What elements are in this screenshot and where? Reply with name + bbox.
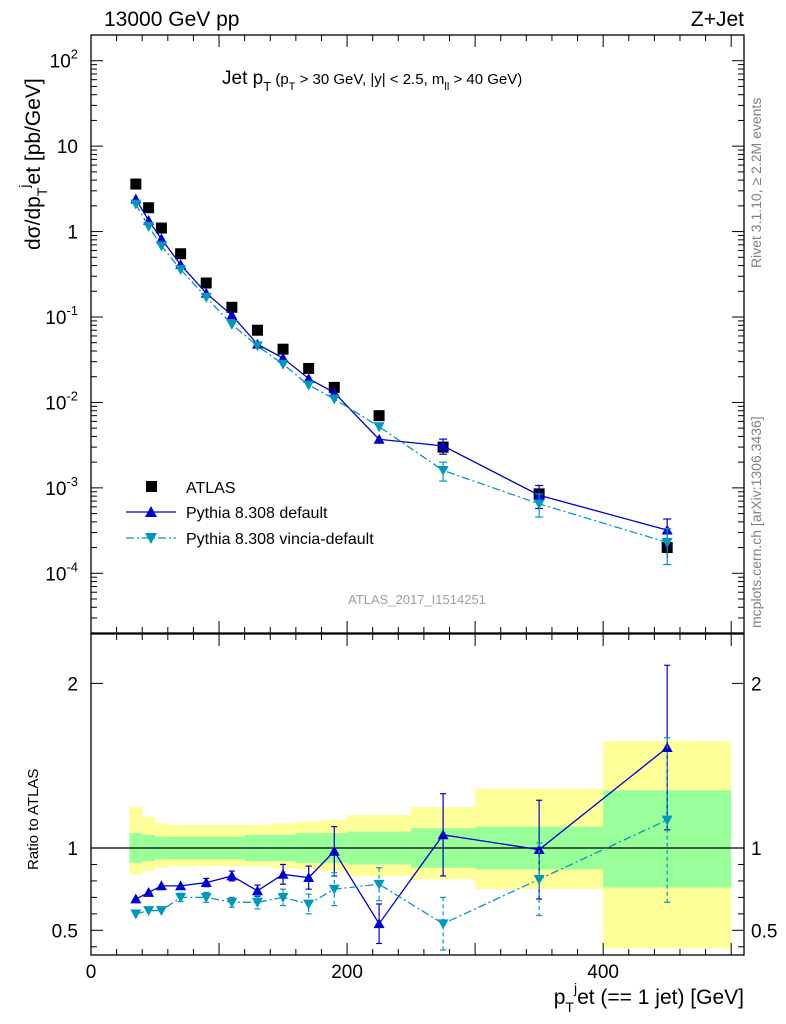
- main-data-point: [437, 440, 449, 451]
- main-y-tick-label: 10: [57, 137, 78, 158]
- rivet-version-label: Rivet 3.1.10, ≥ 2.2M events: [748, 98, 764, 268]
- legend-label-default: Pythia 8.308 default: [186, 505, 328, 522]
- ratio-data-point: [175, 892, 187, 903]
- main-data-point: [175, 248, 187, 260]
- ratio-series-layer: [130, 664, 673, 951]
- x-tick-label: 0: [86, 962, 97, 983]
- main-y-axis-label: dσ/dpTjet [pb/GeV]: [16, 78, 50, 250]
- mcplots-label: mcplots.cern.ch [arXiv:1306.3436]: [748, 416, 764, 628]
- main-data-point: [130, 199, 142, 210]
- main-data-point: [226, 309, 238, 320]
- ratio-axis-ticks: 0.5 0.5 1 1 2 2 0 200 400: [52, 634, 777, 983]
- ratio-data-point: [328, 884, 340, 895]
- ratio-data-point: [437, 919, 449, 930]
- ratio-data-point: [303, 899, 315, 910]
- ratio-data-point: [661, 815, 673, 826]
- ratio-data-point: [143, 886, 155, 897]
- ratio-y-tick-label-right: 2: [751, 674, 762, 695]
- ratio-data-point: [533, 874, 545, 885]
- main-data-point: [130, 178, 142, 190]
- ratio-data-point: [200, 892, 212, 903]
- ratio-uncertainty-bands: [129, 741, 732, 949]
- main-data-point: [226, 301, 238, 313]
- main-data-point: [373, 422, 385, 433]
- ratio-data-point: [155, 880, 167, 891]
- main-data-point: [303, 380, 315, 391]
- x-tick-label: 400: [587, 962, 619, 983]
- main-data-point: [175, 265, 187, 275]
- main-data-point: [328, 394, 340, 405]
- header-left: 13000 GeV pp: [104, 8, 239, 31]
- main-data-point: [303, 362, 315, 374]
- ratio-data-point: [328, 845, 340, 856]
- main-y-tick-label: 102: [50, 47, 78, 73]
- ratio-series-line: [135, 819, 668, 925]
- ratio-frame: [90, 633, 745, 956]
- main-data-point: [251, 341, 263, 352]
- main-series-layer: [130, 178, 673, 566]
- ratio-y-tick-label-right: 1: [751, 839, 762, 860]
- main-data-point: [200, 277, 212, 289]
- x-axis-label: pTjet (== 1 jet) [GeV]: [554, 980, 744, 1015]
- main-data-point: [277, 343, 289, 355]
- ratio-data-point: [175, 880, 187, 891]
- ratio-data-point: [277, 892, 289, 903]
- header-right: Z+Jet: [691, 8, 744, 31]
- ratio-data-point: [226, 897, 238, 908]
- main-title: Jet pT (pT > 30 GeV, |y| < 2.5, mll > 40…: [222, 68, 522, 94]
- main-data-point: [200, 292, 212, 303]
- main-data-point: [251, 324, 263, 336]
- main-data-point: [437, 466, 449, 476]
- main-data-point: [143, 202, 155, 214]
- legend-marker-default: [145, 506, 157, 517]
- ratio-data-point: [251, 897, 263, 908]
- main-data-point: [373, 410, 385, 422]
- ratio-data-point: [143, 906, 155, 917]
- ratio-y-tick-label-right: 0.5: [751, 921, 777, 942]
- ratio-data-point: [130, 909, 142, 920]
- main-y-tick-label: 10-1: [45, 303, 78, 329]
- main-frame: [90, 34, 745, 634]
- ratio-data-point: [277, 868, 289, 879]
- ratio-y-axis-label: Ratio to ATLAS: [25, 769, 42, 870]
- ratio-y-tick-label: 0.5: [52, 921, 78, 942]
- ratio-data-point: [437, 829, 449, 840]
- legend-label-vincia: Pythia 8.308 vincia-default: [186, 531, 374, 548]
- ratio-data-point: [533, 844, 545, 855]
- x-tick-label: 200: [331, 962, 363, 983]
- analysis-watermark: ATLAS_2017_I1514251: [348, 592, 486, 607]
- ratio-data-point: [303, 872, 315, 883]
- ratio-y-tick-label: 2: [67, 674, 78, 695]
- main-data-point: [226, 319, 238, 330]
- main-data-point: [277, 359, 289, 370]
- ratio-data-point: [226, 870, 238, 881]
- main-series-line: [135, 203, 668, 544]
- main-y-tick-label: 10-3: [45, 474, 78, 500]
- ratio-data-point: [155, 906, 167, 917]
- ratio-data-point: [130, 893, 142, 904]
- main-axis-ticks: 10-4 10-3 10-2 10-1 1 10 102: [45, 34, 744, 634]
- ratio-y-tick-label: 1: [67, 839, 78, 860]
- ratio-data-point: [200, 877, 212, 887]
- main-data-point: [303, 373, 315, 384]
- main-data-point: [143, 221, 155, 232]
- ratio-data-point: [251, 885, 263, 896]
- main-data-point: [373, 433, 385, 444]
- main-data-point: [155, 241, 167, 252]
- legend-marker-vincia: [145, 533, 157, 544]
- main-y-tick-label: 10-2: [45, 388, 78, 414]
- legend: ATLAS Pythia 8.308 default Pythia 8.308 …: [126, 480, 374, 548]
- main-data-point: [661, 537, 673, 548]
- main-data-point: [155, 222, 167, 234]
- ratio-data-point: [373, 918, 385, 929]
- main-data-point: [533, 499, 545, 510]
- main-y-tick-label: 10-4: [45, 559, 78, 585]
- ratio-series-line: [135, 747, 668, 925]
- legend-marker-atlas: [146, 481, 157, 492]
- legend-label-atlas: ATLAS: [186, 480, 236, 497]
- main-y-tick-label: 1: [67, 223, 78, 244]
- ratio-data-point: [373, 879, 385, 890]
